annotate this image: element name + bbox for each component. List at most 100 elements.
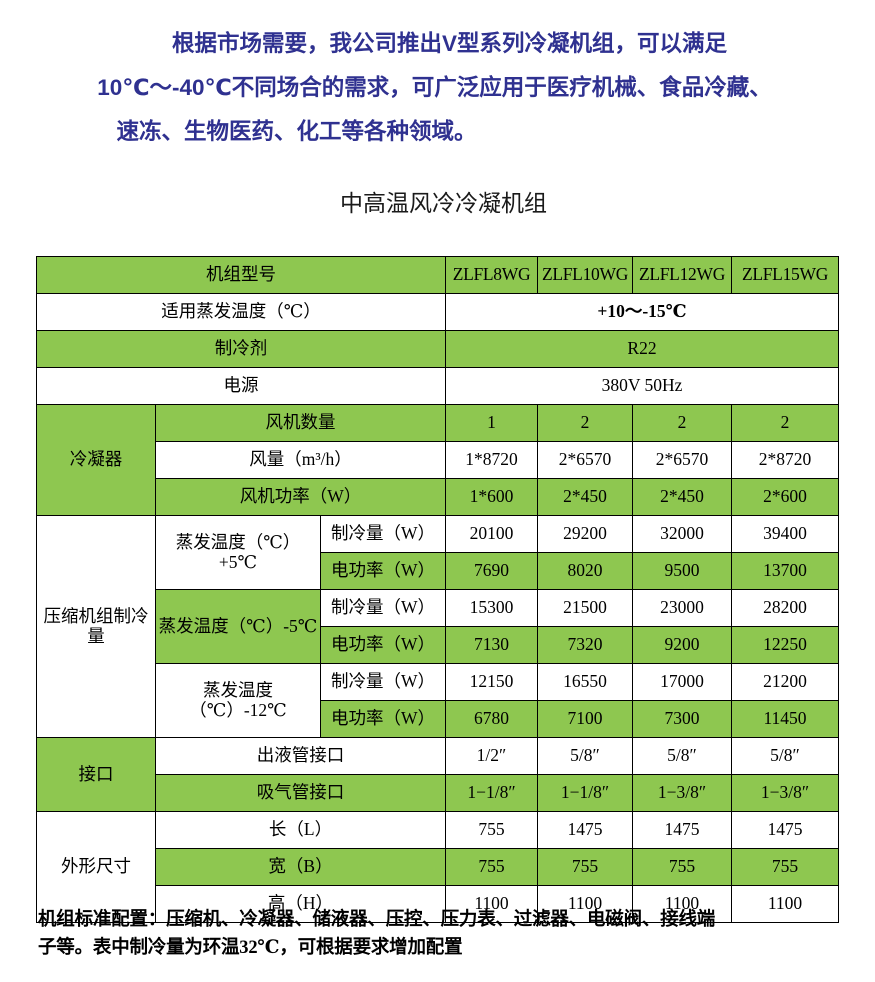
row-label-refrigerant: 制冷剂: [36, 330, 446, 368]
liquid-out-col-3: 5/8″: [632, 737, 732, 775]
model-col-1: ZLFL8WG: [445, 256, 538, 294]
intro-line-3: 速冻、生物医药、化工等各种领域。: [116, 119, 477, 144]
model-col-4: ZLFL15WG: [731, 256, 839, 294]
length-col-4: 1475: [731, 811, 839, 849]
row-label-suction: 吸气管接口: [155, 774, 446, 812]
table-row-cooling-minus12: 蒸发温度（℃）-12℃ 制冷量（W） 12150 16550 17000 212…: [37, 663, 839, 738]
power-minus5-col-4: 12250: [731, 626, 839, 664]
fan-qty-col-4: 2: [731, 404, 839, 442]
power-minus12-col-4: 11450: [731, 700, 839, 738]
cooling-minus12-col-2: 16550: [537, 663, 633, 701]
row-label-power-minus12: 电功率（W）: [320, 700, 446, 738]
air-volume-col-2: 2*6570: [537, 441, 633, 479]
power-plus5-col-1: 7690: [445, 552, 538, 590]
row-label-power-plus5: 电功率（W）: [320, 552, 446, 590]
table-caption: 中高温风冷冷凝机组: [340, 191, 547, 216]
row-label-air-volume: 风量（m³/h）: [155, 441, 446, 479]
cooling-plus5-col-1: 20100: [445, 515, 538, 553]
cooling-minus5-col-3: 23000: [632, 589, 732, 627]
row-label-width: 宽（B）: [155, 848, 446, 886]
suction-col-4: 1−3/8″: [731, 774, 839, 812]
spec-table-wrapper: 机组型号 ZLFL8WG ZLFL10WG ZLFL12WG ZLFL15WG …: [36, 256, 839, 923]
intro-line-2: 10℃～-40℃不同场合的需求，可广泛应用于医疗机械、食品冷藏、: [97, 75, 772, 100]
fan-qty-col-2: 2: [537, 404, 633, 442]
table-row-cooling-plus5: 压缩机组制冷量 蒸发温度（℃）+5℃ 制冷量（W） 20100 29200 32…: [36, 515, 839, 738]
footnote-line-2: 子等。表中制冷量为环温32℃，可根据要求增加配置: [38, 938, 463, 958]
power-plus5-col-2: 8020: [537, 552, 633, 590]
fan-qty-col-1: 1: [445, 404, 538, 442]
header-label-model: 机组型号: [36, 256, 446, 294]
row-value-power-supply: 380V 50Hz: [445, 367, 839, 405]
air-volume-col-4: 2*8720: [731, 441, 839, 479]
power-plus5-col-4: 13700: [731, 552, 839, 590]
cooling-plus5-col-3: 32000: [632, 515, 732, 553]
row-label-cooling-minus5: 制冷量（W）: [320, 589, 446, 627]
group-label-connections: 接口: [36, 737, 156, 812]
length-col-3: 1475: [632, 811, 732, 849]
row-value-evap-range: +10～-15℃: [445, 293, 839, 331]
footnote-block: 机组标准配置：压缩机、冷凝器、储液器、压控、压力表、过滤器、电磁阀、接线端 子等…: [38, 906, 848, 962]
evap-temp-label-minus12: 蒸发温度（℃）-12℃: [155, 663, 321, 738]
fan-power-col-3: 2*450: [632, 478, 732, 516]
cooling-plus5-col-2: 29200: [537, 515, 633, 553]
intro-block: 根据市场需要，我公司推出V型系列冷凝机组，可以满足 10℃～-40℃不同场合的需…: [0, 0, 875, 154]
table-row-fan-power: 风机功率（W） 1*600 2*450 2*450 2*600: [37, 478, 839, 516]
fan-qty-col-3: 2: [632, 404, 732, 442]
table-row-cooling-minus5: 蒸发温度（℃）-5℃ 制冷量（W） 15300 21500 23000 2820…: [37, 589, 839, 664]
power-minus12-col-3: 7300: [632, 700, 732, 738]
table-row-length: 外形尺寸 长（L） 755 1475 1475 1475: [36, 811, 839, 923]
length-col-1: 755: [445, 811, 538, 849]
row-label-power-supply: 电源: [36, 367, 446, 405]
table-row-suction: 吸气管接口 1−1/8″ 1−1/8″ 1−3/8″ 1−3/8″: [37, 774, 839, 812]
liquid-out-col-1: 1/2″: [445, 737, 538, 775]
table-row-model: 机组型号 ZLFL8WG ZLFL10WG ZLFL12WG ZLFL15WG: [36, 256, 839, 294]
power-minus5-col-2: 7320: [537, 626, 633, 664]
table-row-refrigerant: 制冷剂 R22: [36, 330, 839, 368]
row-label-power-minus5: 电功率（W）: [320, 626, 446, 664]
suction-col-3: 1−3/8″: [632, 774, 732, 812]
power-minus12-col-1: 6780: [445, 700, 538, 738]
cooling-minus5-col-4: 28200: [731, 589, 839, 627]
height-col-4: 1100: [731, 885, 839, 923]
model-col-2: ZLFL10WG: [537, 256, 633, 294]
group-label-condenser: 冷凝器: [36, 404, 156, 516]
height-col-2: 1100: [537, 885, 633, 923]
row-label-cooling-plus5: 制冷量（W）: [320, 515, 446, 553]
table-row-power-supply: 电源 380V 50Hz: [36, 367, 839, 405]
spec-table: 机组型号 ZLFL8WG ZLFL10WG ZLFL12WG ZLFL15WG …: [36, 256, 839, 923]
cooling-plus5-col-4: 39400: [731, 515, 839, 553]
fan-power-col-2: 2*450: [537, 478, 633, 516]
row-value-refrigerant: R22: [445, 330, 839, 368]
suction-col-1: 1−1/8″: [445, 774, 538, 812]
intro-line-1: 根据市场需要，我公司推出V型系列冷凝机组，可以满足: [171, 31, 727, 56]
row-label-liquid-out: 出液管接口: [155, 737, 446, 775]
cooling-minus5-col-2: 21500: [537, 589, 633, 627]
height-col-1: 1100: [445, 885, 538, 923]
power-minus5-col-1: 7130: [445, 626, 538, 664]
evap-temp-label-minus5: 蒸发温度（℃）-5℃: [155, 589, 321, 664]
table-row-power-minus12: 电功率（W） 6780 7100 7300 11450: [37, 700, 839, 738]
width-col-3: 755: [632, 848, 732, 886]
row-label-height: 高（H）: [155, 885, 446, 923]
cooling-minus12-col-1: 12150: [445, 663, 538, 701]
table-row-liquid-out: 接口 出液管接口 1/2″ 5/8″ 5/8″ 5/8″: [36, 737, 839, 812]
table-row-evap-range: 适用蒸发温度（℃） +10～-15℃: [36, 293, 839, 331]
table-row-height: 高（H） 1100 1100 1100 1100: [37, 885, 839, 923]
cooling-minus12-col-3: 17000: [632, 663, 732, 701]
row-label-evap-range: 适用蒸发温度（℃）: [36, 293, 446, 331]
liquid-out-col-4: 5/8″: [731, 737, 839, 775]
group-label-compressor: 压缩机组制冷量: [36, 515, 156, 738]
row-label-length: 长（L）: [155, 811, 446, 849]
cooling-minus12-col-4: 21200: [731, 663, 839, 701]
suction-col-2: 1−1/8″: [537, 774, 633, 812]
fan-power-col-4: 2*600: [731, 478, 839, 516]
evap-temp-label-plus5: 蒸发温度（℃）+5℃: [155, 515, 321, 590]
row-label-cooling-minus12: 制冷量（W）: [320, 663, 446, 701]
power-minus12-col-2: 7100: [537, 700, 633, 738]
table-row-fan-qty: 冷凝器 风机数量 1 2 2 2: [36, 404, 839, 516]
table-row-air-volume: 风量（m³/h） 1*8720 2*6570 2*6570 2*8720: [37, 441, 839, 479]
height-col-3: 1100: [632, 885, 732, 923]
cooling-minus5-col-1: 15300: [445, 589, 538, 627]
table-row-width: 宽（B） 755 755 755 755: [37, 848, 839, 886]
row-label-fan-qty: 风机数量: [155, 404, 446, 442]
